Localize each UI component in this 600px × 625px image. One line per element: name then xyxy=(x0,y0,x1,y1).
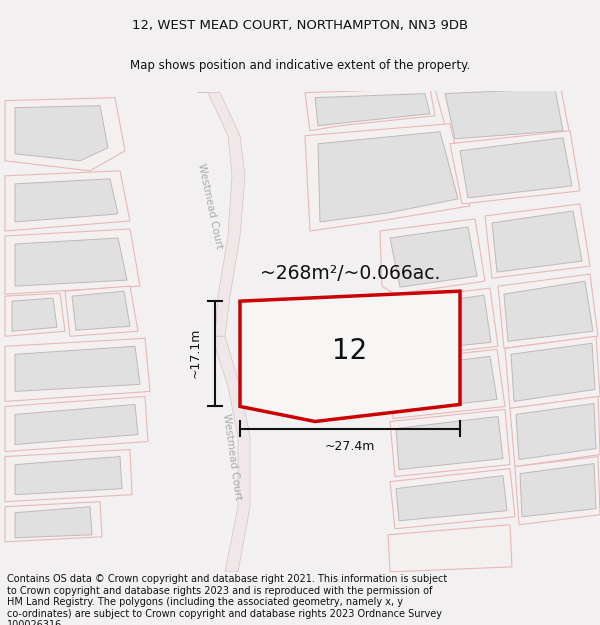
Polygon shape xyxy=(520,464,596,517)
Polygon shape xyxy=(318,132,458,222)
Polygon shape xyxy=(240,291,460,421)
Text: 12: 12 xyxy=(332,338,368,365)
Polygon shape xyxy=(5,98,125,171)
Polygon shape xyxy=(460,138,572,198)
Polygon shape xyxy=(388,349,505,419)
Polygon shape xyxy=(198,92,245,336)
Polygon shape xyxy=(12,298,57,331)
Polygon shape xyxy=(5,171,130,231)
Polygon shape xyxy=(380,219,485,294)
Polygon shape xyxy=(260,309,445,398)
Polygon shape xyxy=(5,338,150,401)
Polygon shape xyxy=(15,346,140,391)
Polygon shape xyxy=(385,288,498,358)
Polygon shape xyxy=(445,89,563,139)
Polygon shape xyxy=(393,295,491,352)
Polygon shape xyxy=(15,106,108,161)
Polygon shape xyxy=(498,274,598,348)
Text: ~268m²/~0.066ac.: ~268m²/~0.066ac. xyxy=(260,264,440,282)
Polygon shape xyxy=(15,179,118,222)
Text: Westmead Court: Westmead Court xyxy=(221,412,243,501)
Polygon shape xyxy=(485,204,590,278)
Polygon shape xyxy=(515,457,600,525)
Polygon shape xyxy=(305,124,470,231)
Polygon shape xyxy=(390,409,510,477)
Polygon shape xyxy=(65,286,138,336)
Polygon shape xyxy=(450,131,580,204)
Polygon shape xyxy=(15,238,127,286)
Text: ~27.4m: ~27.4m xyxy=(325,440,375,453)
Text: 12, WEST MEAD COURT, NORTHAMPTON, NN3 9DB: 12, WEST MEAD COURT, NORTHAMPTON, NN3 9D… xyxy=(132,19,468,32)
Polygon shape xyxy=(15,404,138,444)
Polygon shape xyxy=(305,89,435,131)
Polygon shape xyxy=(396,476,507,521)
Text: ~17.1m: ~17.1m xyxy=(188,328,202,379)
Polygon shape xyxy=(5,293,65,336)
Text: Westmead Court: Westmead Court xyxy=(196,162,224,249)
Polygon shape xyxy=(5,396,148,451)
Polygon shape xyxy=(492,211,582,272)
Polygon shape xyxy=(505,336,600,409)
Polygon shape xyxy=(390,227,477,287)
Polygon shape xyxy=(315,94,430,126)
Polygon shape xyxy=(516,404,596,459)
Polygon shape xyxy=(395,356,497,411)
Polygon shape xyxy=(5,502,102,542)
Polygon shape xyxy=(215,336,250,572)
Polygon shape xyxy=(388,525,512,572)
Polygon shape xyxy=(5,229,140,294)
Text: Map shows position and indicative extent of the property.: Map shows position and indicative extent… xyxy=(130,59,470,72)
Polygon shape xyxy=(396,416,503,469)
Polygon shape xyxy=(435,84,570,144)
Polygon shape xyxy=(15,507,92,538)
Polygon shape xyxy=(390,469,515,529)
Polygon shape xyxy=(511,343,595,401)
Text: Contains OS data © Crown copyright and database right 2021. This information is : Contains OS data © Crown copyright and d… xyxy=(7,574,448,625)
Polygon shape xyxy=(5,449,132,502)
Polygon shape xyxy=(72,291,130,330)
Polygon shape xyxy=(504,281,593,341)
Polygon shape xyxy=(15,457,122,494)
Polygon shape xyxy=(510,396,600,467)
